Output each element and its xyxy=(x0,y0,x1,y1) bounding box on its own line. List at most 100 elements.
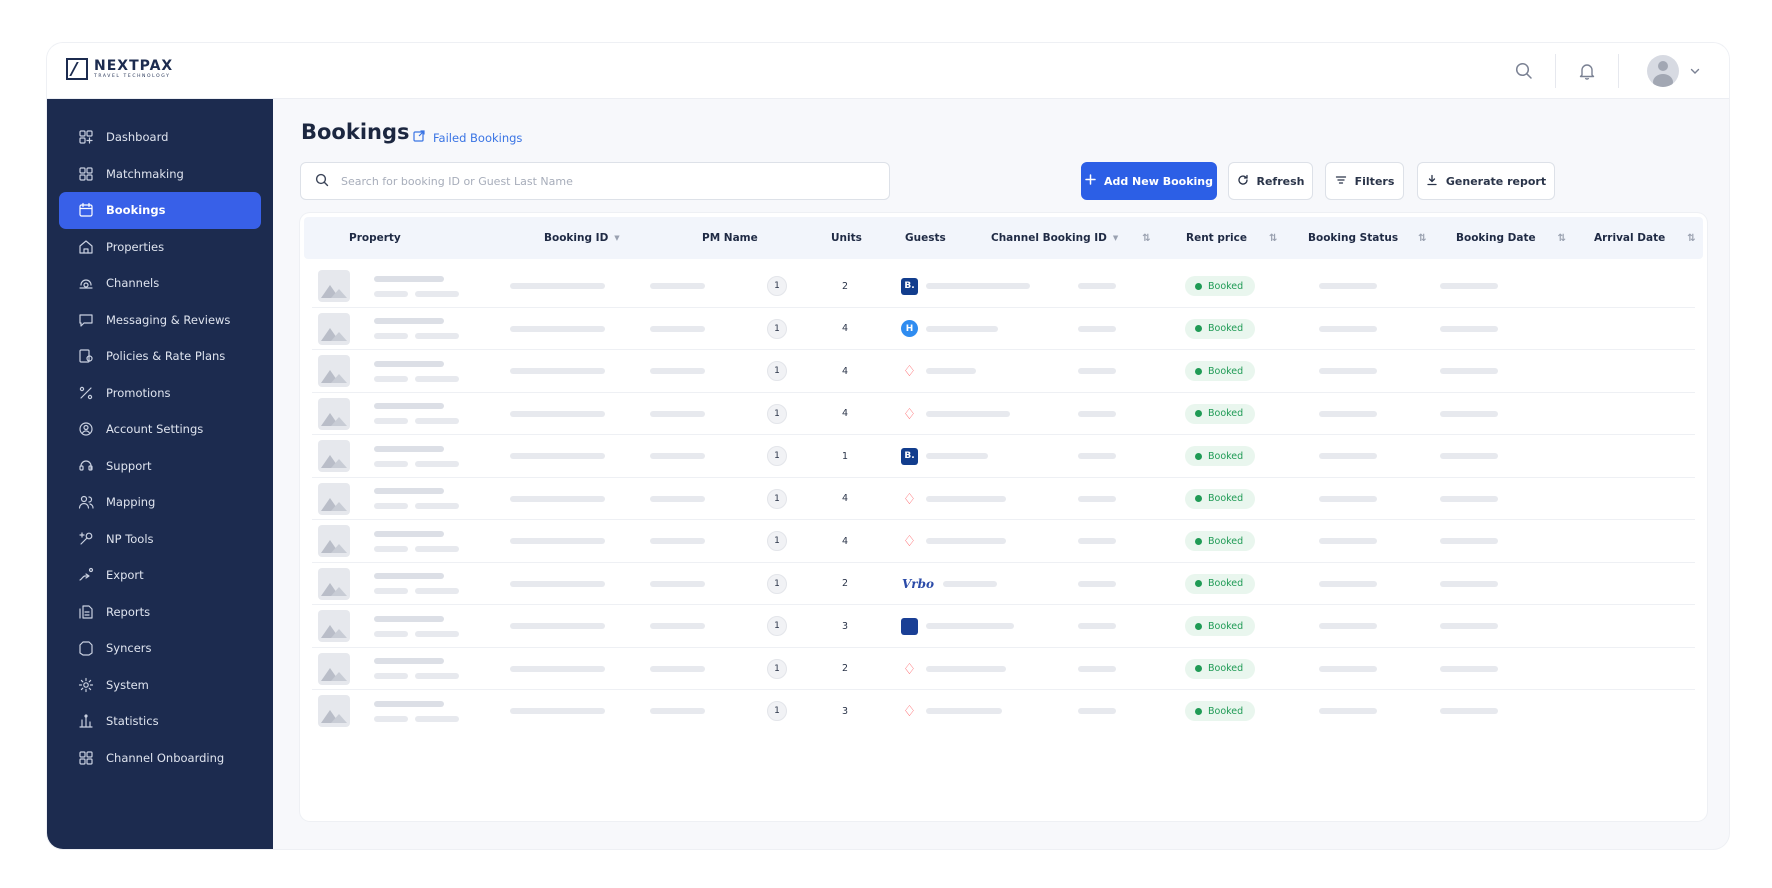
table-row[interactable]: 1 3 Booked xyxy=(312,605,1695,648)
pm-name-cell xyxy=(650,605,705,648)
table-row[interactable]: 1 2 B. Booked xyxy=(312,265,1695,308)
table-row[interactable]: 1 1 B. Booked xyxy=(312,435,1695,478)
booking-status-cell: Booked xyxy=(1185,648,1256,691)
booking-status-cell: Booked xyxy=(1185,265,1256,308)
booking-date-cell xyxy=(1319,478,1377,521)
sort-icon[interactable]: ⇅ xyxy=(1687,232,1696,244)
sidebar-item-bookings[interactable]: Bookings xyxy=(59,192,261,229)
booking-id-cell xyxy=(510,648,605,691)
sidebar-item-np-tools[interactable]: NP Tools xyxy=(59,521,261,558)
sidebar-item-policies-rate-plans[interactable]: Policies & Rate Plans xyxy=(59,338,261,375)
rent-price-cell xyxy=(1078,265,1116,308)
table-header: Property Booking ID ▼ PM Name Units Guest… xyxy=(304,217,1703,259)
expedia-logo-icon xyxy=(901,617,918,635)
search-input[interactable] xyxy=(341,174,861,188)
booking-status-cell: Booked xyxy=(1185,393,1256,436)
search-icon[interactable] xyxy=(1493,43,1555,99)
col-guests[interactable]: Guests xyxy=(905,232,946,244)
booking-id-cell xyxy=(510,563,605,606)
sidebar-item-channels[interactable]: Channels xyxy=(59,265,261,302)
search-box[interactable] xyxy=(300,162,890,200)
download-icon xyxy=(1426,174,1438,189)
building-icon xyxy=(78,239,94,255)
table-row[interactable]: 1 2 Vrbo Booked xyxy=(312,563,1695,606)
units-cell: 1 xyxy=(767,265,787,308)
table-row[interactable]: 1 4 ♢ Booked xyxy=(312,478,1695,521)
sidebar-item-reports[interactable]: Reports xyxy=(59,594,261,631)
user-menu[interactable] xyxy=(1619,43,1729,99)
units-cell: 1 xyxy=(767,435,787,478)
sidebar-item-mapping[interactable]: Mapping xyxy=(59,484,261,521)
filters-button[interactable]: Filters xyxy=(1325,162,1404,200)
image-placeholder-icon xyxy=(318,270,350,303)
divider xyxy=(1618,54,1619,88)
col-booking-id[interactable]: Booking ID ▼ xyxy=(544,232,620,244)
message-icon xyxy=(78,312,94,328)
nextpax-logo[interactable]: NEXTPAX TRAVEL TECHNOLOGY xyxy=(66,58,173,80)
sidebar-item-account-settings[interactable]: Account Settings xyxy=(59,411,261,448)
percent-icon xyxy=(78,385,94,401)
table-row[interactable]: 1 2 ♢ Booked xyxy=(312,648,1695,691)
chevron-down-icon[interactable] xyxy=(1689,62,1701,81)
sort-icon[interactable]: ⇅ xyxy=(1269,232,1278,244)
table-row[interactable]: 1 3 ♢ Booked xyxy=(312,690,1695,733)
rent-price-cell xyxy=(1078,350,1116,393)
col-booking-date[interactable]: Booking Date ⇅ xyxy=(1456,232,1566,244)
sidebar-item-label: Properties xyxy=(106,239,165,254)
sidebar-item-label: Promotions xyxy=(106,385,171,400)
failed-bookings-link[interactable]: Failed Bookings xyxy=(413,130,522,145)
avatar[interactable] xyxy=(1647,55,1679,87)
sidebar-item-promotions[interactable]: Promotions xyxy=(59,375,261,412)
guests-cell: 4 xyxy=(842,520,848,563)
col-rent-price[interactable]: Rent price ⇅ xyxy=(1186,232,1278,244)
sidebar-item-syncers[interactable]: Syncers xyxy=(59,630,261,667)
booking-date-cell xyxy=(1319,605,1377,648)
guests-cell: 4 xyxy=(842,350,848,393)
booking-id-cell xyxy=(510,520,605,563)
table-row[interactable]: 1 4 ♢ Booked xyxy=(312,393,1695,436)
table-row[interactable]: 1 4 H Booked xyxy=(312,308,1695,350)
refresh-icon xyxy=(1237,174,1249,189)
col-channel-booking-id[interactable]: Channel Booking ID ▼ ⇅ xyxy=(991,232,1151,244)
guests-cell: 2 xyxy=(842,563,848,606)
property-cell xyxy=(318,350,459,393)
logo-name: NEXTPAX xyxy=(94,57,174,74)
sidebar-item-system[interactable]: System xyxy=(59,667,261,704)
add-new-booking-button[interactable]: Add New Booking xyxy=(1081,162,1217,200)
col-units[interactable]: Units xyxy=(831,232,862,244)
col-property[interactable]: Property xyxy=(349,232,401,244)
sidebar-item-label: Statistics xyxy=(106,714,159,729)
sidebar-item-channel-onboarding[interactable]: Channel Onboarding xyxy=(59,740,261,777)
statistics-icon xyxy=(78,713,94,729)
sidebar-item-statistics[interactable]: Statistics xyxy=(59,703,261,740)
sidebar-item-support[interactable]: Support xyxy=(59,448,261,485)
status-badge: Booked xyxy=(1185,276,1256,297)
sidebar-item-matchmaking[interactable]: Matchmaking xyxy=(59,156,261,193)
bell-icon[interactable] xyxy=(1556,43,1618,99)
sidebar-item-export[interactable]: Export xyxy=(59,557,261,594)
table-row[interactable]: 1 4 ♢ Booked xyxy=(312,350,1695,393)
units-badge: 1 xyxy=(767,446,787,467)
col-pm-name[interactable]: PM Name xyxy=(702,232,758,244)
units-cell: 1 xyxy=(767,350,787,393)
image-placeholder-icon xyxy=(318,567,350,600)
arrival-date-cell xyxy=(1440,393,1498,436)
sidebar-item-dashboard[interactable]: Dashboard xyxy=(59,119,261,156)
units-badge: 1 xyxy=(767,531,787,552)
pm-name-cell xyxy=(650,265,705,308)
col-arrival-date[interactable]: Arrival Date ⇅ xyxy=(1594,232,1696,244)
sidebar-item-messaging-reviews[interactable]: Messaging & Reviews xyxy=(59,302,261,339)
arrival-date-cell xyxy=(1440,563,1498,606)
image-placeholder-icon xyxy=(318,482,350,515)
col-booking-status[interactable]: Booking Status ⇅ xyxy=(1308,232,1427,244)
sidebar-item-properties[interactable]: Properties xyxy=(59,229,261,266)
sort-icon[interactable]: ⇅ xyxy=(1142,232,1151,244)
generate-report-button[interactable]: Generate report xyxy=(1417,162,1555,200)
pm-name-cell xyxy=(650,563,705,606)
units-cell: 1 xyxy=(767,563,787,606)
table-row[interactable]: 1 4 ♢ Booked xyxy=(312,520,1695,563)
units-cell: 1 xyxy=(767,393,787,436)
sort-icon[interactable]: ⇅ xyxy=(1418,232,1427,244)
refresh-button[interactable]: Refresh xyxy=(1228,162,1313,200)
sort-icon[interactable]: ⇅ xyxy=(1557,232,1566,244)
